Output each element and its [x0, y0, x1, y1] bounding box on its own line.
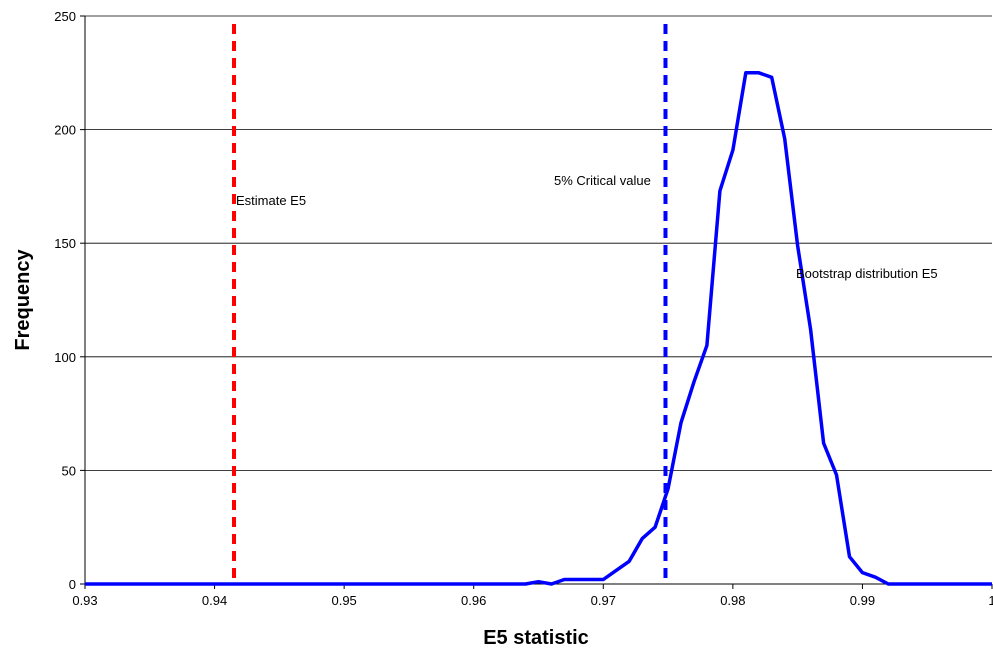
x-tick-label: 1 — [988, 593, 993, 608]
x-tick-label: 0.97 — [591, 593, 616, 608]
x-axis-title: E5 statistic — [483, 627, 589, 649]
gridlines — [85, 15, 992, 471]
x-tick-label: 0.96 — [461, 593, 486, 608]
y-tick-label: 200 — [54, 123, 76, 138]
x-tick-label: 0.99 — [850, 593, 875, 608]
y-tick-label: 50 — [62, 463, 76, 478]
y-tick-label: 250 — [54, 9, 76, 24]
x-tick-label: 0.94 — [202, 593, 227, 608]
y-axis-title: Frequency — [12, 249, 34, 351]
x-tick-label: 0.98 — [720, 593, 745, 608]
x-tick-labels: 0.93 0.94 0.95 0.96 0.97 0.98 0.99 1 — [72, 593, 993, 608]
x-tick-label: 0.93 — [72, 593, 97, 608]
y-tick-label: 0 — [69, 577, 76, 592]
x-tick-label: 0.95 — [331, 593, 356, 608]
estimate-label: Estimate E5 — [236, 193, 306, 208]
critical-value-label: 5% Critical value — [554, 173, 651, 188]
reference-lines — [232, 24, 668, 584]
y-tick-label: 100 — [54, 350, 76, 365]
axes — [80, 15, 993, 589]
y-tick-labels: 0 50 100 150 200 250 — [54, 9, 76, 592]
y-tick-label: 150 — [54, 236, 76, 251]
bootstrap-distribution-label: Bootstrap distribution E5 — [796, 266, 938, 281]
series — [85, 71, 992, 586]
bootstrap-distribution-line — [85, 71, 992, 586]
